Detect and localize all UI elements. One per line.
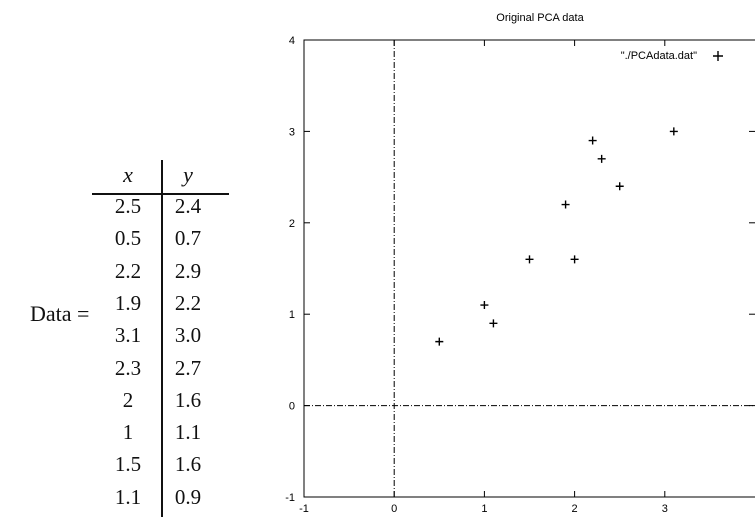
data-point [669,127,678,136]
table-cell-x: 3.1 [114,323,142,348]
plot-frame [303,39,755,498]
legend-marker [713,51,723,61]
x-tick-label: 1 [481,503,487,515]
table-cell-y: 2.9 [174,258,202,283]
table-cell-y: 2.2 [174,290,202,315]
table-cell-y: 1.6 [174,387,202,412]
data-point [570,255,579,264]
table-cell-x: 1.1 [114,484,142,509]
x-tick-label: 2 [572,503,578,515]
y-tick-label: 4 [289,35,295,47]
y-tick-label: 1 [289,309,295,321]
column-header-x: x [123,162,133,187]
y-tick-label: 3 [289,126,295,138]
x-tick-label: -1 [299,503,309,515]
data-point [435,337,444,346]
chart-panel: -1 0 1 2 3 -1 0 1 2 3 4 Original PCA data "./PCAdata… [250,0,755,517]
data-point [489,319,498,328]
table-cell-y: 0.7 [174,226,202,251]
data-point [588,136,597,145]
table-cell-x: 1.9 [114,290,142,315]
table-cell-y: 0.9 [174,484,202,509]
table-cell-x: 2.2 [114,258,142,283]
table-cell-y: 2.7 [174,355,202,380]
data-table-panel: Data = x y 2.5 2.4 0.5 0.7 2.2 2.9 1.9 2.2 3.1 3.… [0,0,250,517]
table-cell-x: 2.5 [114,194,142,218]
x-tick-label: 3 [662,503,668,515]
table-cell-y: 2.4 [174,194,202,218]
column-divider [161,160,163,517]
chart-title: Original PCA data [496,12,584,24]
data-point [525,255,534,264]
table-cell-x: 1.5 [114,452,142,477]
table-cell-x: 2.3 [114,355,142,380]
scatter-chart: -1 0 1 2 3 -1 0 1 2 3 4 Original PCA data "./PCAdata… [285,12,755,515]
table-cell-x: 0.5 [114,226,142,251]
y-tick-label: 0 [289,401,295,413]
data-label: Data = [30,301,90,326]
data-point [615,182,624,191]
y-tick-label: -1 [285,492,295,504]
data-point [597,154,606,163]
legend-entry: "./PCAdata.dat" [621,50,697,62]
table-cell-x: 2 [122,387,134,412]
table-cell-y: 1.1 [174,420,202,445]
header-rule [92,193,229,195]
x-tick-label: 0 [391,503,397,515]
column-header-y: y [183,162,193,187]
table-cell-y: 3.0 [174,323,202,348]
y-tick-label: 2 [289,218,295,230]
table-cell-y: 1.6 [174,452,202,477]
data-point [480,301,489,310]
table-cell-x: 1 [122,420,134,445]
data-point [561,200,570,209]
